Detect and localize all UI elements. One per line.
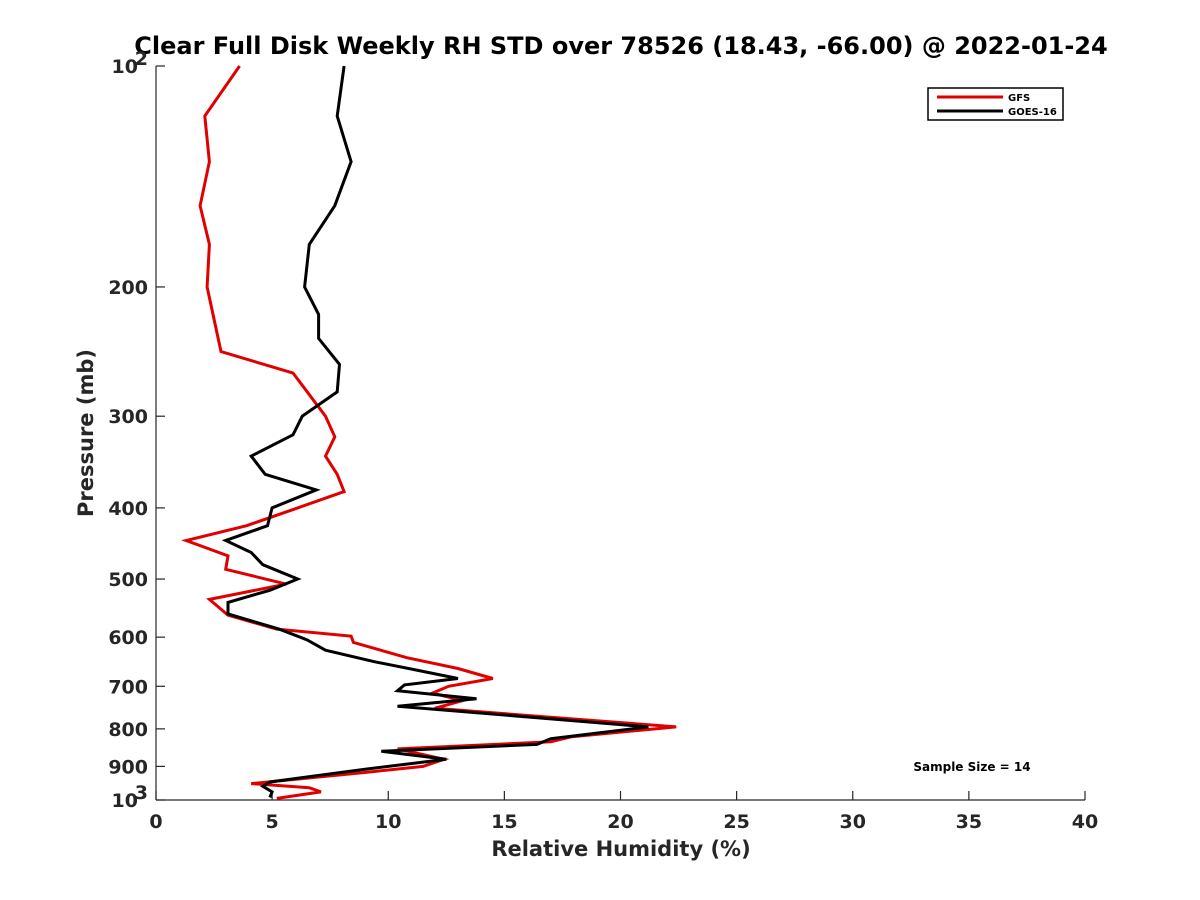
y-tick-label: 600 <box>108 627 148 649</box>
series-line-gfs <box>181 65 677 800</box>
y-tick-exponent: 3 <box>135 782 148 804</box>
x-axis: 0 5 10 15 20 25 30 35 40 <box>149 791 1098 833</box>
y-tick-label: 500 <box>108 569 148 591</box>
y-tick-label: 900 <box>108 756 148 778</box>
y-tick-label: 10 <box>112 790 138 812</box>
series-group <box>181 65 677 800</box>
y-tick-label: 10 <box>112 56 138 78</box>
x-tick-label: 35 <box>956 811 982 833</box>
x-tick-label: 10 <box>375 811 401 833</box>
legend-box <box>927 87 1064 121</box>
x-axis-label: Relative Humidity (%) <box>491 837 750 861</box>
y-axis-label: Pressure (mb) <box>74 349 98 517</box>
chart-title: Clear Full Disk Weekly RH STD over 78526… <box>134 32 1107 60</box>
x-tick-label: 25 <box>723 811 749 833</box>
x-tick-label: 30 <box>840 811 866 833</box>
y-tick-label: 700 <box>108 676 148 698</box>
x-tick-label: 5 <box>266 811 279 833</box>
series-line-goes-16 <box>221 65 649 798</box>
x-tick-label: 20 <box>607 811 633 833</box>
sample-size-annotation: Sample Size = 14 <box>913 760 1030 774</box>
legend: GFS GOES-16 <box>927 87 1064 121</box>
x-tick-label: 0 <box>149 811 162 833</box>
x-tick-label: 15 <box>491 811 517 833</box>
y-tick-exponent: 2 <box>135 48 148 70</box>
legend-label: GFS <box>1008 93 1030 104</box>
x-tick-label: 40 <box>1072 811 1098 833</box>
legend-label: GOES-16 <box>1008 107 1057 118</box>
y-tick-label: 200 <box>108 277 148 299</box>
y-tick-label: 300 <box>108 406 148 428</box>
y-tick-label: 800 <box>108 719 148 741</box>
y-tick-label: 400 <box>108 498 148 520</box>
